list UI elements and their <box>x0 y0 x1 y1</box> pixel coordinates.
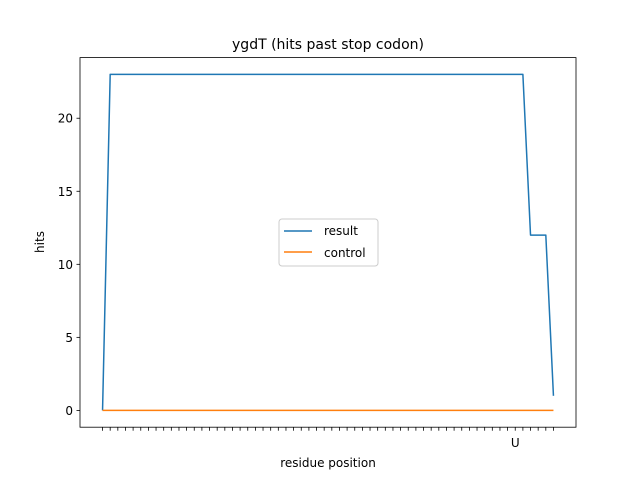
y-tick-label: 5 <box>65 331 73 345</box>
x-axis: U <box>102 427 554 450</box>
series-line-result <box>101 73 555 411</box>
y-axis-label: hits <box>33 231 47 253</box>
chart-title: ygdT (hits past stop codon) <box>232 37 424 53</box>
legend: result control <box>278 218 379 267</box>
x-tick-label: U <box>511 436 520 450</box>
x-axis-label: residue position <box>280 456 376 470</box>
y-tick-label: 10 <box>58 258 73 272</box>
y-tick-label: 0 <box>65 404 73 418</box>
plot-lines <box>101 73 555 412</box>
plot-frame <box>79 57 577 428</box>
y-axis: 0 5 10 15 20 <box>58 112 80 418</box>
legend-label-result: result <box>324 224 358 238</box>
y-tick-label: 15 <box>58 185 73 199</box>
legend-label-control: control <box>324 246 366 260</box>
y-tick-label: 20 <box>58 112 73 126</box>
